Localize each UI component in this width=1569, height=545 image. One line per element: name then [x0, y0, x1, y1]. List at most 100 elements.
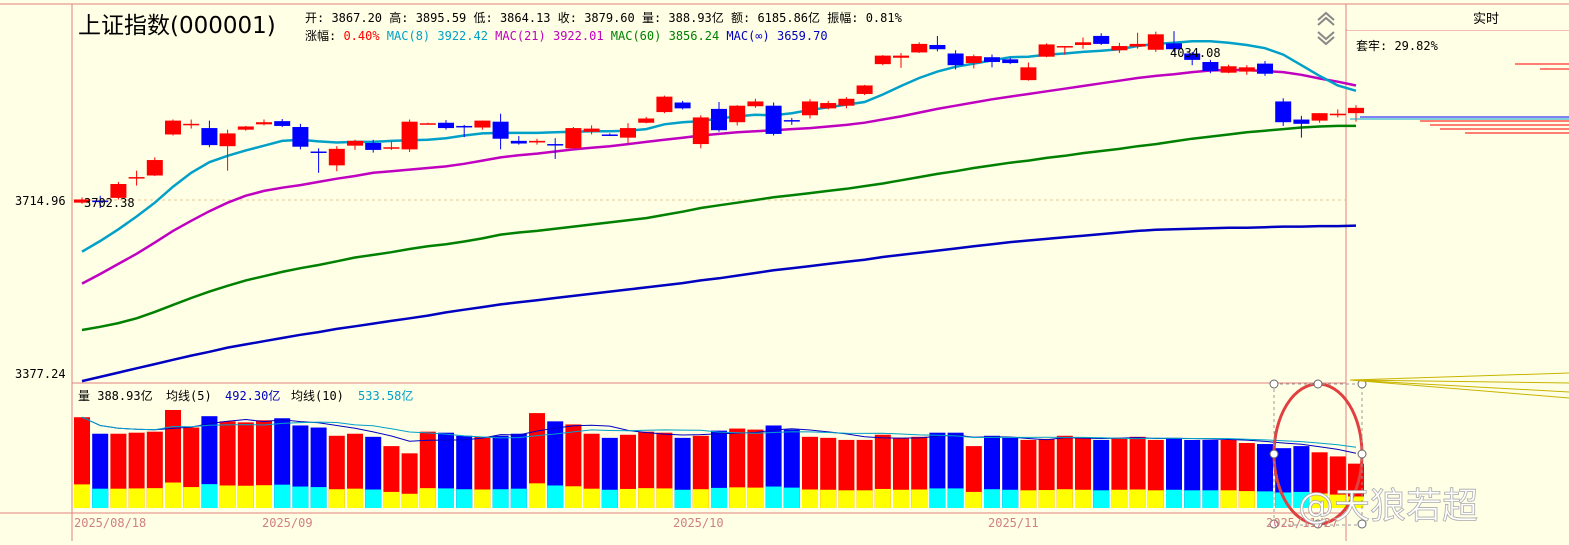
ma-summary-seg-1: 0.40% — [343, 29, 380, 43]
volume-bar-base-9 — [237, 485, 254, 508]
candle-body-23 — [492, 121, 509, 139]
volume-bar-base-46 — [911, 489, 928, 508]
volume-bar-base-49 — [965, 491, 982, 508]
realtime-tab[interactable] — [1347, 5, 1569, 30]
price-tick-high: 3714.96 — [15, 194, 66, 208]
volume-bar-base-52 — [1020, 490, 1037, 508]
ma-summary-seg-5: 3922.01 — [553, 29, 604, 43]
volume-bar-base-50 — [984, 489, 1000, 508]
candle-body-42 — [838, 98, 855, 106]
volume-bar-base-38 — [765, 486, 782, 508]
ma-summary-seg-2: MAC(8) — [380, 29, 438, 43]
candle-body-45 — [893, 55, 909, 58]
candle-body-66 — [1275, 101, 1292, 123]
date-label-3: 2025/11 — [988, 516, 1039, 530]
candle-body-70 — [1348, 107, 1364, 114]
candle-body-59 — [1147, 34, 1164, 50]
volume-bar-base-40 — [802, 489, 818, 508]
candle-body-27 — [565, 128, 582, 149]
candle-body-69 — [1329, 113, 1346, 116]
candle-body-46 — [911, 43, 928, 53]
candle-body-39 — [783, 120, 800, 122]
ma-summary-seg-8: MAC(∞) — [719, 29, 777, 43]
volume-bar-base-23 — [492, 489, 509, 508]
volume-bar-base-57 — [1111, 489, 1128, 508]
volume-bar-base-58 — [1129, 489, 1146, 508]
candle-body-37 — [747, 101, 764, 107]
candle-body-18 — [401, 121, 418, 150]
candle-body-16 — [365, 142, 382, 150]
volume-bar-base-60 — [1166, 489, 1182, 508]
volume-bar-base-67 — [1293, 491, 1310, 508]
candle-body-7 — [201, 128, 218, 146]
candle-body-32 — [656, 96, 673, 113]
volume-ma-line-1 — [81, 416, 1357, 448]
candle-body-34 — [692, 117, 709, 145]
volume-bar-base-39 — [783, 487, 800, 508]
candle-body-68 — [1311, 113, 1328, 121]
candle-body-44 — [874, 55, 891, 65]
date-label-2: 2025/10 — [673, 516, 724, 530]
date-label-0: 2025/08/18 — [74, 516, 146, 530]
volume-bar-base-12 — [292, 486, 309, 508]
volume-bar-base-7 — [201, 484, 218, 508]
candle-body-1 — [92, 200, 109, 203]
volume-bar-base-68 — [1311, 493, 1328, 508]
volume-bar-base-25 — [529, 483, 545, 508]
volume-bar-base-64 — [1238, 491, 1255, 508]
ma-summary-seg-7: 3856.24 — [669, 29, 720, 43]
volume-bar-base-36 — [729, 487, 746, 508]
volume-bar-base-14 — [328, 489, 345, 508]
candle-body-33 — [674, 102, 691, 109]
candle-body-20 — [438, 122, 454, 129]
volume-bar-base-54 — [1056, 489, 1073, 508]
volume-bar-base-61 — [1184, 490, 1201, 508]
candle-body-24 — [510, 140, 527, 144]
volume-bar-base-11 — [274, 484, 291, 508]
volume-bar-base-6 — [183, 487, 200, 508]
candle-body-40 — [802, 101, 818, 116]
candle-body-57 — [1111, 46, 1128, 51]
volume-bar-base-53 — [1038, 490, 1055, 508]
candle-body-55 — [1075, 42, 1091, 45]
candle-body-56 — [1093, 35, 1110, 44]
volume-bar-base-3 — [128, 488, 145, 508]
candle-body-15 — [347, 140, 363, 146]
scroll-down-icon[interactable] — [1317, 31, 1335, 46]
low-price-label: 3702.38 — [84, 196, 135, 210]
volume-ma-line-0 — [81, 416, 1357, 454]
selection-handles[interactable] — [1269, 379, 1367, 529]
volume-bar-base-51 — [1002, 489, 1019, 508]
candle-body-52 — [1020, 67, 1037, 81]
volume-bar-base-31 — [638, 488, 655, 508]
ma-summary-seg-9: 3659.70 — [777, 29, 828, 43]
volume-bar-base-47 — [929, 488, 946, 508]
volume-bar-base-16 — [365, 489, 382, 508]
volume-bar-base-70 — [1348, 496, 1364, 508]
ma-summary-seg-6: MAC(60) — [604, 29, 669, 43]
candle-body-12 — [292, 127, 309, 147]
volume-bar-base-20 — [438, 488, 454, 508]
candle-body-19 — [419, 123, 436, 125]
ohlc-summary: 开: 3867.20 高: 3895.59 低: 3864.13 收: 3879… — [305, 10, 903, 25]
volume-bar-base-13 — [310, 487, 327, 508]
ma-summary-seg-3: 3922.42 — [437, 29, 488, 43]
volume-bar-base-18 — [401, 493, 418, 508]
candle-body-63 — [1220, 66, 1237, 73]
volume-bar-base-21 — [456, 489, 473, 508]
candle-body-53 — [1038, 44, 1055, 57]
candles-group — [74, 31, 1364, 208]
volume-ma10-value: 533.58亿 — [358, 388, 413, 403]
volume-bar-base-65 — [1257, 491, 1273, 508]
volume-bar-base-19 — [419, 488, 436, 508]
candle-body-62 — [1202, 62, 1219, 72]
volume-bar-base-29 — [601, 489, 618, 508]
date-label-4: 2025/11/27 — [1266, 516, 1338, 530]
volume-bar-base-55 — [1075, 489, 1091, 508]
candle-body-21 — [456, 125, 473, 128]
scroll-up-icon[interactable] — [1317, 11, 1335, 26]
taolao-ratio: 套牢: 29.82% — [1356, 38, 1439, 53]
candle-body-3 — [128, 177, 145, 179]
